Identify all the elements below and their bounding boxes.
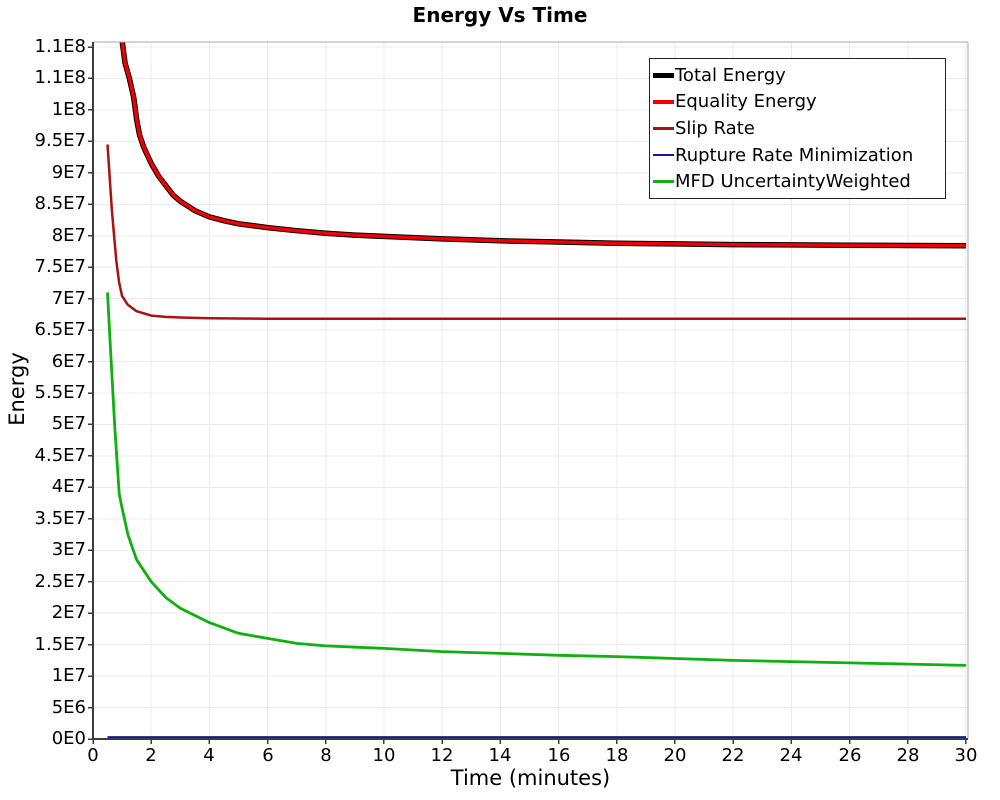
y-tick-label: 0E0: [51, 728, 86, 749]
x-tick-label: 8: [320, 745, 332, 766]
y-tick-label: 5.5E7: [34, 382, 86, 403]
x-tick-label: 6: [262, 745, 274, 766]
chart-title: Energy Vs Time: [412, 3, 588, 27]
legend-line-sample: [653, 180, 674, 183]
y-tick-label: 7.5E7: [34, 256, 86, 277]
x-tick-label: 18: [605, 745, 629, 766]
legend-item-total-energy: Total Energy: [650, 62, 945, 88]
legend-item-label: Slip Rate: [675, 117, 755, 139]
legend-item-label: Rupture Rate Minimization: [675, 144, 914, 166]
x-tick-label: 2: [145, 745, 157, 766]
y-tick-label: 9E7: [51, 162, 86, 183]
y-tick-label: 3E7: [51, 539, 86, 560]
y-tick-label: 4E7: [51, 476, 86, 497]
legend-line-sample: [653, 99, 674, 105]
y-tick-label: 8.5E7: [34, 193, 86, 214]
y-tick-label: 2.5E7: [34, 571, 86, 592]
legend-item-label: Total Energy: [675, 64, 786, 86]
y-tick-label: 3.5E7: [34, 508, 86, 529]
legend-line-sample: [653, 127, 674, 130]
y-tick-label: 9.5E7: [34, 130, 86, 151]
legend-item-label: MFD UncertaintyWeighted: [675, 171, 911, 193]
y-tick-label: 1.5E7: [34, 634, 86, 655]
x-tick-label: 20: [663, 745, 687, 766]
x-tick-label: 14: [488, 745, 512, 766]
y-tick-label: 6.5E7: [34, 319, 86, 340]
y-tick-label: 4.5E7: [34, 445, 86, 466]
y-tick-label: 7E7: [51, 288, 86, 309]
x-tick-label: 0: [87, 745, 99, 766]
x-tick-label: 12: [430, 745, 454, 766]
y-tick-label: 8E7: [51, 225, 86, 246]
legend-line-sample: [653, 153, 674, 157]
y-tick-label: 6E7: [51, 351, 86, 372]
legend-line-sample: [653, 72, 674, 79]
x-tick-label: 16: [547, 745, 571, 766]
legend: Total Energy Equality Energy Slip Rate Rupt…: [649, 58, 946, 199]
legend-item-mfd-uncertaintyweighted: MFD UncertaintyWeighted: [650, 169, 945, 195]
legend-item-equality-energy: Equality Energy: [650, 89, 945, 115]
series-line-equality-energy: [120, 42, 967, 248]
x-tick-label: 10: [372, 745, 396, 766]
x-tick-label: 24: [779, 745, 803, 766]
x-tick-label: 26: [838, 745, 862, 766]
x-tick-label: 30: [954, 745, 978, 766]
legend-item-rupture-rate-minimization: Rupture Rate Minimization: [650, 142, 945, 168]
y-tick-label: 5E7: [51, 413, 86, 434]
series-line-mfd-uncertaintyweighted: [106, 292, 967, 667]
x-axis-title: Time (minutes): [450, 766, 611, 790]
x-tick-label: 28: [896, 745, 920, 766]
y-tick-label: 2E7: [51, 602, 86, 623]
y-tick-label: 1E8: [51, 99, 86, 120]
y-tick-label: 5E6: [51, 697, 86, 718]
x-tick-label: 4: [203, 745, 215, 766]
y-tick-label: 1.1E8: [34, 36, 86, 57]
x-tick-label: 22: [721, 745, 745, 766]
y-tick-label: 1E7: [51, 665, 86, 686]
legend-item-label: Equality Energy: [675, 91, 817, 113]
series-line-slip-rate: [106, 144, 966, 321]
legend-item-slip-rate: Slip Rate: [650, 115, 945, 141]
y-tick-label: 1.1E8: [34, 67, 86, 88]
